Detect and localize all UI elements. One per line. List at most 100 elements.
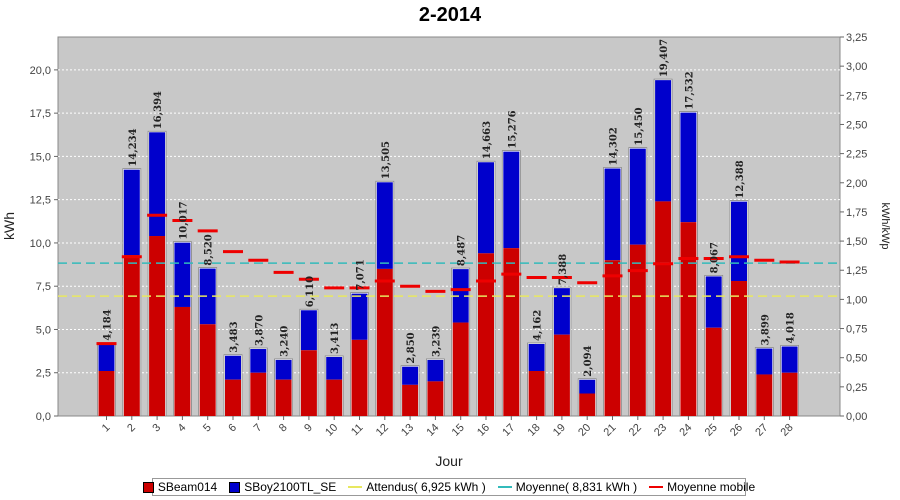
data-label: 15,276 xyxy=(507,110,518,148)
bar-sboy xyxy=(402,366,419,385)
x-tick-label: 13 xyxy=(399,422,416,439)
bar-sbeam xyxy=(579,393,596,416)
x-tick-label: 26 xyxy=(728,422,745,439)
x-tick-label: 20 xyxy=(576,422,593,439)
bar-sbeam xyxy=(427,381,444,416)
data-label: 3,899 xyxy=(760,314,771,345)
x-tick-label: 1 xyxy=(100,422,113,435)
bar-sboy xyxy=(174,242,191,307)
data-label: 3,870 xyxy=(254,315,265,346)
bar-sbeam xyxy=(250,372,267,416)
bar-sbeam xyxy=(225,379,241,416)
x-tick-label: 17 xyxy=(500,422,517,439)
y2-tick-label: 2,00 xyxy=(846,178,867,190)
bar-sboy xyxy=(149,132,166,237)
moving-average xyxy=(96,213,800,346)
y2-tick-label: 0,25 xyxy=(846,382,867,394)
x-tick-label: 8 xyxy=(277,422,290,435)
legend-label-moyenne: Moyenne( 8,831 kWh ) xyxy=(515,480,638,494)
bar-sbeam xyxy=(680,222,697,416)
bar-sboy xyxy=(655,80,672,202)
data-label: 15,450 xyxy=(634,107,645,145)
bar-sboy xyxy=(579,379,596,394)
legend-item-moyenne-mobile: Moyenne mobile xyxy=(649,480,755,494)
x-axis-label: Jour xyxy=(435,453,463,469)
x-tick-label: 7 xyxy=(252,422,265,435)
bar-sboy xyxy=(452,269,469,323)
data-label: 7,071 xyxy=(356,259,367,290)
y2-tick-label: 2,75 xyxy=(846,90,867,102)
bar-sboy xyxy=(250,349,267,373)
bar-sbeam xyxy=(655,201,672,416)
bar-sbeam xyxy=(199,324,216,416)
bar-sbeam xyxy=(629,244,646,416)
data-label: 14,234 xyxy=(128,128,139,166)
x-tick-label: 3 xyxy=(150,422,163,435)
x-tick-label: 10 xyxy=(323,422,340,439)
data-label: 2,094 xyxy=(583,345,594,376)
bar-sbeam xyxy=(376,268,393,416)
x-tick-label: 9 xyxy=(302,422,315,435)
legend-line-moyenne-mobile xyxy=(649,486,664,488)
y-tick-label: 0,0 xyxy=(36,411,51,423)
data-label: 3,483 xyxy=(229,321,240,352)
y2-tick-label: 2,50 xyxy=(846,119,867,131)
bar-sboy xyxy=(781,346,798,373)
y2-tick-label: 3,25 xyxy=(846,32,867,44)
x-tick-label: 4 xyxy=(176,422,189,435)
y2-tick-label: 0,75 xyxy=(846,324,867,336)
data-label: 8,067 xyxy=(710,242,721,273)
y-tick-label: 17,5 xyxy=(30,108,51,120)
bar-sbeam xyxy=(553,334,570,416)
data-label: 8,520 xyxy=(204,234,215,265)
bar-sboy xyxy=(376,182,393,269)
legend-swatch-sbeam xyxy=(142,481,154,493)
data-label: 8,487 xyxy=(457,235,468,266)
bar-sbeam xyxy=(300,350,317,416)
bar-sboy xyxy=(604,168,621,261)
legend-line-moyenne xyxy=(497,486,512,488)
bar-sbeam xyxy=(528,371,545,416)
x-tick-label: 21 xyxy=(601,422,618,439)
y-tick-label: 20,0 xyxy=(30,65,51,77)
legend-label-sboy: SBoy2100TL_SE xyxy=(244,480,337,494)
chart-title: 2-2014 xyxy=(419,4,482,26)
bar-sbeam xyxy=(478,253,494,416)
legend-item-attendus: Attendus( 6,925 kWh ) xyxy=(348,480,486,494)
legend-swatch-sboy xyxy=(229,481,241,493)
bar-sboy xyxy=(629,148,646,245)
data-label: 4,184 xyxy=(103,309,114,340)
x-tick-label: 14 xyxy=(424,422,441,439)
data-label: 14,663 xyxy=(482,121,493,159)
bar-sbeam xyxy=(98,371,115,416)
x-tick-label: 12 xyxy=(374,422,391,439)
bar-sbeam xyxy=(275,379,292,416)
x-tick-label: 24 xyxy=(677,422,694,439)
bar-sbeam xyxy=(731,281,747,416)
bar-sbeam xyxy=(452,322,469,416)
data-label: 3,413 xyxy=(330,323,341,354)
bar-sbeam xyxy=(123,255,140,416)
y2-tick-label: 2,25 xyxy=(846,149,867,161)
bar-sboy xyxy=(351,293,368,340)
legend-line-attendus xyxy=(348,486,363,488)
data-label: 2,850 xyxy=(406,332,417,363)
bar-sbeam xyxy=(756,374,773,416)
x-tick-label: 11 xyxy=(349,422,366,439)
legend-item-moyenne: Moyenne( 8,831 kWh ) xyxy=(497,480,638,494)
bar-sboy xyxy=(427,359,444,382)
y2-tick-label: 1,00 xyxy=(846,294,867,306)
bar-sboy xyxy=(225,355,241,380)
y-axis-label: kWh xyxy=(1,212,17,240)
y2-tick-label: 1,75 xyxy=(846,207,867,219)
y2-tick-label: 3,00 xyxy=(846,61,867,73)
data-label: 4,162 xyxy=(533,310,544,341)
data-label: 17,532 xyxy=(684,71,695,109)
data-label: 19,407 xyxy=(659,39,670,77)
legend-label-attendus: Attendus( 6,925 kWh ) xyxy=(366,480,486,494)
y-tick-label: 5,0 xyxy=(36,324,51,336)
bar-sboy xyxy=(326,356,343,380)
x-tick-label: 19 xyxy=(551,422,568,439)
legend-item-sbeam: SBeam014 xyxy=(142,480,217,494)
x-tick-label: 6 xyxy=(226,422,239,435)
